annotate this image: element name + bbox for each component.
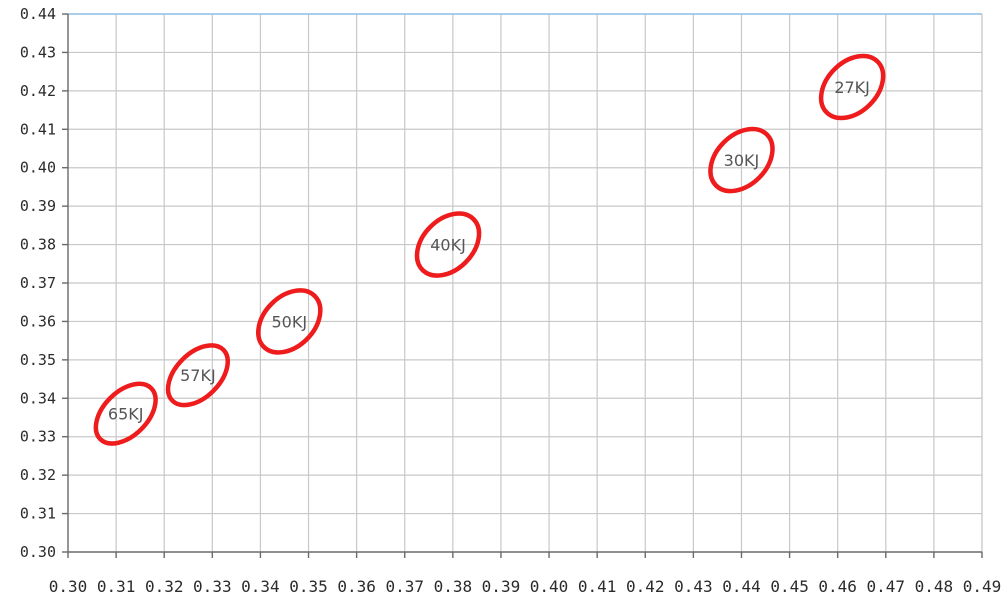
y-tick-label: 0.31 (20, 505, 56, 523)
x-tick-label: 0.43 (674, 577, 713, 596)
y-tick-label: 0.40 (20, 159, 56, 177)
tick-labels: 0.30 0.31 0.32 0.33 0.34 0.35 0.36 0.37 0.38 0.39… (20, 5, 1001, 596)
data-point-57kj: 57KJ (165, 343, 230, 408)
point-label: 50KJ (271, 312, 307, 331)
y-tick-label: 0.43 (20, 43, 56, 61)
x-tick-label: 0.48 (915, 577, 954, 596)
y-tick-label: 0.44 (20, 5, 56, 23)
y-tick-label: 0.35 (20, 351, 56, 369)
y-tick-label: 0.41 (20, 120, 56, 138)
x-tick-label: 0.46 (818, 577, 857, 596)
x-tick-label: 0.31 (97, 577, 136, 596)
x-tick-label: 0.37 (385, 577, 424, 596)
data-point-50kj: 50KJ (256, 288, 323, 355)
point-ellipse (256, 288, 323, 355)
x-tick-label: 0.38 (434, 577, 473, 596)
y-tick-label: 0.38 (20, 236, 56, 254)
data-point-65kj: 65KJ (93, 381, 158, 446)
point-ellipse (708, 126, 775, 194)
point-label: 30KJ (724, 151, 760, 170)
x-tick-label: 0.39 (482, 577, 521, 596)
x-tick-label: 0.49 (963, 577, 1002, 596)
x-tick-label: 0.47 (867, 577, 906, 596)
y-tick-label: 0.30 (20, 543, 56, 561)
point-ellipse (818, 53, 886, 121)
axes (62, 13, 983, 558)
point-label: 57KJ (180, 366, 216, 385)
point-label: 65KJ (108, 405, 144, 424)
point-label: 27KJ (834, 78, 870, 97)
x-tick-label: 0.33 (193, 577, 232, 596)
y-tick-label: 0.39 (20, 197, 56, 215)
point-ellipse (414, 211, 482, 278)
data-point-30kj: 30KJ (708, 126, 775, 194)
point-label: 40KJ (430, 236, 466, 255)
data-marks: 65KJ 57KJ 50KJ 40KJ 30KJ 27KJ (93, 53, 886, 446)
point-ellipse (93, 381, 158, 446)
y-tick-label: 0.33 (20, 428, 56, 446)
y-tick-label: 0.42 (20, 82, 56, 100)
data-point-27kj: 27KJ (818, 53, 886, 121)
x-tick-label: 0.30 (49, 577, 88, 596)
data-point-40kj: 40KJ (414, 211, 482, 278)
grid (68, 13, 983, 552)
y-tick-label: 0.32 (20, 466, 56, 484)
x-tick-label: 0.40 (530, 577, 569, 596)
y-tick-label: 0.37 (20, 274, 56, 292)
x-tick-label: 0.32 (145, 577, 184, 596)
x-tick-label: 0.45 (770, 577, 809, 596)
point-ellipse (165, 343, 230, 408)
x-tick-label: 0.34 (241, 577, 280, 596)
x-tick-label: 0.44 (722, 577, 761, 596)
x-tick-label: 0.36 (337, 577, 376, 596)
x-tick-label: 0.42 (626, 577, 665, 596)
y-tick-label: 0.36 (20, 312, 56, 330)
x-tick-label: 0.41 (578, 577, 617, 596)
y-tick-label: 0.34 (20, 389, 56, 407)
x-tick-label: 0.35 (289, 577, 328, 596)
